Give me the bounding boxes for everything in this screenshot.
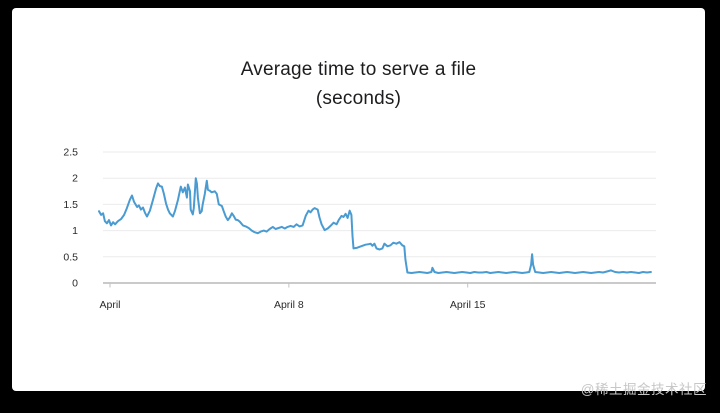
chart-title-line1: Average time to serve a file (240, 59, 477, 80)
series-line (98, 177, 652, 274)
watermark-text: @稀土掘金技术社区 (580, 382, 707, 397)
line-chart: 2.5 2 1.5 1 0.5 0 April April 8 April 15 (63, 147, 656, 311)
y-axis-tick-label: 2 (72, 173, 78, 185)
chart-card: Average time to serve a file (seconds) 2… (12, 8, 705, 391)
y-axis-tick-label: 2.5 (63, 147, 78, 159)
chart-title: Average time to serve a file (seconds) (12, 55, 705, 113)
y-axis-tick-label: 1.5 (63, 199, 78, 211)
x-axis-tick-label: April 15 (450, 299, 486, 311)
x-axis-tick-label: April (99, 299, 120, 311)
chart-title-line2: (seconds) (315, 88, 402, 109)
y-axis-tick-label: 0 (72, 278, 78, 290)
x-axis-tick-label: April 8 (274, 299, 304, 311)
y-axis-tick-label: 0.5 (63, 251, 78, 263)
y-axis-tick-label: 1 (72, 225, 78, 237)
